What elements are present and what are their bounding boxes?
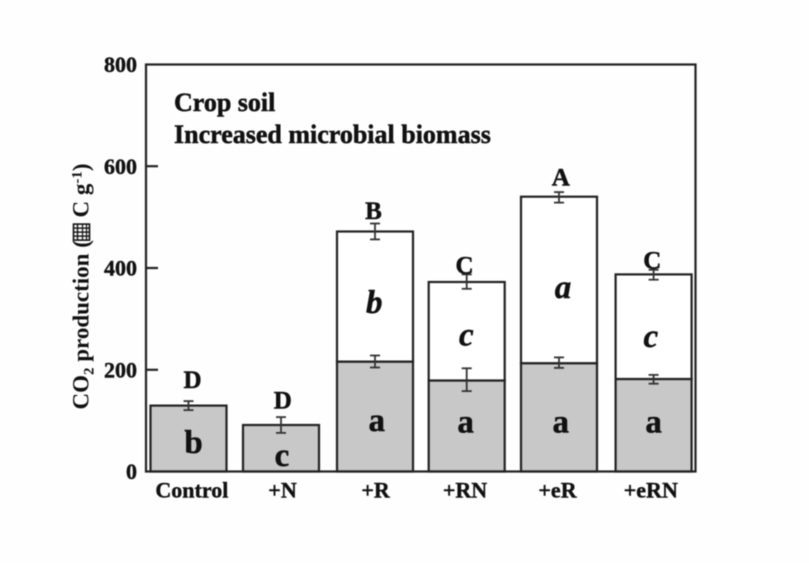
svg-text:C: C	[455, 253, 473, 280]
svg-text:D: D	[183, 367, 201, 394]
svg-text:0: 0	[126, 459, 137, 484]
svg-text:C g-1): C g-1)	[69, 163, 94, 217]
svg-text:Control: Control	[155, 477, 228, 502]
svg-text:c: c	[275, 438, 290, 474]
svg-text:400: 400	[104, 256, 137, 281]
svg-text:+eRN: +eRN	[624, 477, 678, 502]
svg-text:a: a	[555, 270, 572, 306]
svg-text:c: c	[643, 319, 658, 355]
svg-text:a: a	[368, 403, 385, 439]
svg-text:b: b	[366, 285, 383, 321]
svg-text:200: 200	[104, 357, 137, 382]
svg-text:+N: +N	[268, 477, 297, 502]
svg-text:+eR: +eR	[538, 477, 577, 502]
svg-text:600: 600	[104, 154, 137, 179]
svg-text:D: D	[274, 388, 292, 415]
svg-text:+RN: +RN	[443, 477, 487, 502]
svg-text:A: A	[552, 165, 570, 192]
svg-text:800: 800	[104, 52, 137, 77]
svg-text:Increased microbial biomass: Increased microbial biomass	[174, 120, 491, 149]
svg-text:CO2 production (: CO2 production (	[69, 240, 98, 409]
svg-text:a: a	[457, 405, 474, 441]
svg-text:a: a	[645, 405, 662, 441]
svg-text:b: b	[184, 425, 202, 461]
svg-text:c: c	[459, 318, 474, 354]
svg-text:B: B	[365, 198, 382, 225]
svg-text:C: C	[643, 248, 661, 275]
svg-text:Crop soil: Crop soil	[174, 88, 275, 117]
svg-text:+R: +R	[361, 477, 391, 502]
svg-text:a: a	[553, 405, 570, 441]
